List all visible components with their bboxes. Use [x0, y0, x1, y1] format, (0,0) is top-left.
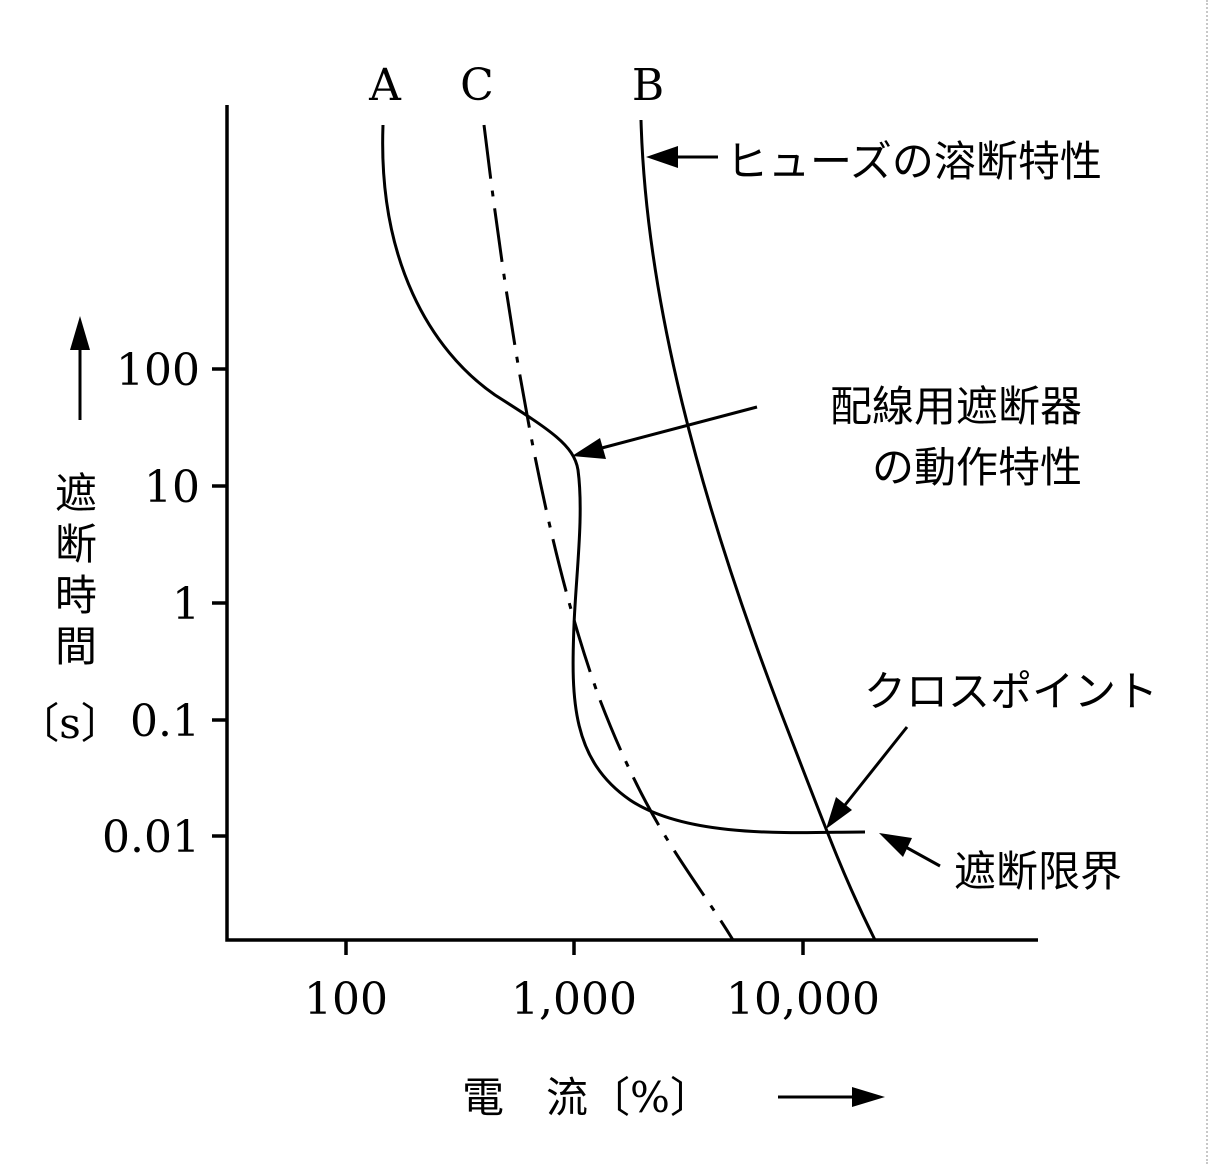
breaker-annotation-label-line-1: 配線用遮断器: [830, 382, 1082, 431]
y-tick-label-0.1: 0.1: [130, 696, 200, 747]
cross-point-label: クロスポイント: [864, 667, 1158, 716]
x-tick-label-10000: 10,000: [726, 974, 880, 1025]
curve-c-dash-dot: [482, 124, 735, 941]
curve-a-breaker: [381, 124, 866, 835]
breaker-annotation-arrow-head: [572, 438, 606, 459]
x-axis-arrow-head: [852, 1087, 885, 1107]
breaking-limit-label: 遮断限界: [954, 847, 1122, 896]
y-tick-label-100: 100: [116, 345, 200, 396]
axes: [225, 105, 1038, 942]
cross-point-arrow-line: [843, 726, 909, 806]
y-axis-label-char-3: 時: [55, 571, 97, 620]
y-axis-unit: 〔s〕: [17, 699, 123, 748]
curve-label-a: A: [368, 60, 402, 111]
x-axis-label: 電 流〔%〕: [462, 1073, 712, 1122]
curve-b-fuse: [639, 119, 877, 941]
y-tick-label-10: 10: [144, 462, 200, 513]
fuse-annotation-arrow-head: [646, 146, 678, 168]
breaker-annotation-label-line-2: の動作特性: [872, 443, 1082, 492]
y-axis-label-char-1: 遮: [55, 469, 97, 518]
y-axis-arrow-head: [70, 316, 90, 350]
page-edge-dotted-line: [1206, 0, 1208, 1164]
y-tick-label-1: 1: [172, 579, 200, 630]
x-tick-label-1000: 1,000: [511, 974, 637, 1025]
curve-label-b: B: [632, 60, 664, 111]
x-tick-label-100: 100: [304, 974, 388, 1025]
breaking-limit-arrow-line: [901, 843, 941, 868]
breaker-annotation-arrow-line: [597, 405, 758, 451]
curve-label-c: C: [460, 60, 494, 111]
y-axis-label-char-4: 間: [55, 622, 97, 671]
fuse-annotation-label: ヒューズの溶断特性: [726, 137, 1102, 186]
y-tick-label-0.01: 0.01: [102, 812, 200, 863]
cross-point-arrow-head: [826, 797, 852, 829]
breaking-limit-arrow-head: [879, 833, 912, 857]
y-axis-label-char-2: 断: [55, 520, 97, 569]
